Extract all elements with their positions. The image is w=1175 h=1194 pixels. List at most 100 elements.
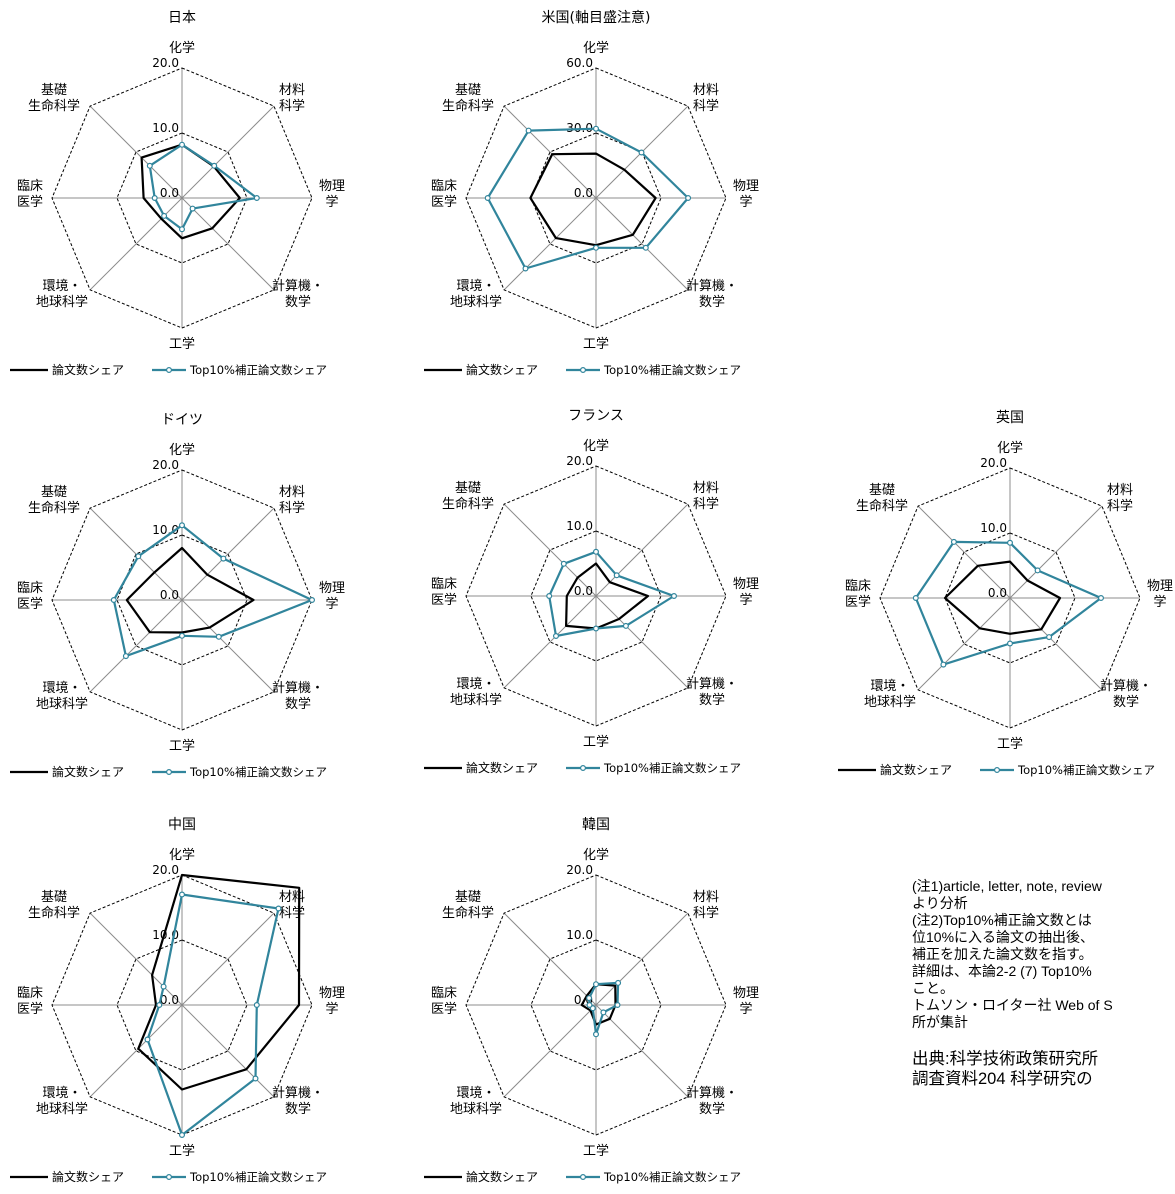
- axis-spoke: [181, 599, 275, 693]
- series-point: [1097, 594, 1104, 601]
- axis-spoke: [595, 197, 689, 291]
- grid-ring: [530, 530, 662, 662]
- grid-ring: [879, 467, 1141, 729]
- legend-marker: [166, 1173, 173, 1180]
- series-point: [525, 127, 532, 134]
- axis-spoke: [917, 505, 1011, 599]
- series-point: [110, 596, 117, 603]
- series-line-paper-share: [580, 983, 617, 1026]
- axis-spoke: [181, 105, 275, 199]
- axis-spoke: [595, 503, 689, 597]
- series-line-paper-share: [529, 152, 657, 247]
- axis-label: 工学: [583, 734, 609, 750]
- axis-spoke: [1009, 505, 1103, 599]
- axis-label: 材料科学: [279, 485, 305, 516]
- axis-label: 化学: [169, 847, 195, 863]
- chart-title: 英国: [996, 409, 1024, 426]
- series-line-paper-share: [943, 560, 1062, 635]
- tick-label: 60.0: [566, 56, 593, 70]
- note-line: 位10%に入る論文の抽出後、: [912, 929, 1095, 945]
- legend-label: Top10%補正論文数シェア: [603, 363, 741, 377]
- legend-marker: [579, 1173, 586, 1180]
- grid-ring: [51, 67, 313, 329]
- axis-label: 材料科学: [693, 83, 719, 114]
- series-point: [560, 560, 567, 567]
- axis-label: 計算機・数学: [686, 1085, 738, 1117]
- tick-label: 0.0: [160, 186, 179, 200]
- series-point: [592, 981, 599, 988]
- axis-label: 材料科学: [693, 890, 719, 921]
- note-line: 補正を加えた論文数を指す。: [912, 946, 1093, 962]
- axis-spoke: [595, 595, 689, 689]
- chart-title: 日本: [168, 10, 196, 26]
- series-point: [586, 995, 593, 1002]
- series-point: [670, 592, 677, 599]
- note-line: (注2)Top10%補正論文数とは: [912, 912, 1092, 928]
- axis-spoke: [181, 197, 275, 291]
- series-point: [161, 212, 168, 219]
- axis-spoke: [89, 912, 183, 1006]
- axis-label: 物理学: [319, 179, 345, 210]
- axis-label: 材料科学: [279, 890, 305, 921]
- series-point: [950, 538, 957, 545]
- axis-spoke: [89, 1004, 183, 1098]
- tick-label: 10.0: [152, 121, 179, 135]
- grid-ring: [465, 67, 727, 329]
- series-point: [189, 205, 196, 212]
- series-point: [252, 1075, 259, 1082]
- axis-label: 材料科学: [693, 481, 719, 512]
- tick-label: 10.0: [566, 519, 593, 533]
- axis-label: 工学: [583, 1143, 609, 1159]
- axis-label: 基礎生命科学: [442, 890, 494, 921]
- axis-label: 化学: [997, 440, 1023, 456]
- tick-label: 30.0: [566, 121, 593, 135]
- axis-label: 工学: [169, 336, 195, 352]
- series-point: [592, 548, 599, 555]
- grid-ring: [465, 874, 727, 1136]
- tick-label: 20.0: [566, 454, 593, 468]
- series-point: [1046, 634, 1053, 641]
- series-point: [179, 141, 186, 148]
- axis-label: 計算機・数学: [272, 278, 324, 310]
- series-point: [1006, 539, 1013, 546]
- series-point: [156, 1001, 163, 1008]
- axis-spoke: [503, 912, 597, 1006]
- grid-ring: [530, 939, 662, 1071]
- tick-label: 20.0: [152, 863, 179, 877]
- series-point: [220, 555, 227, 562]
- axis-label: 化学: [169, 40, 195, 56]
- axis-spoke: [595, 1004, 689, 1098]
- series-point: [912, 594, 919, 601]
- source-citation: 出典:科学技術政策研究所 調査資料204 科学研究の: [912, 1049, 1175, 1089]
- grid-ring: [530, 132, 662, 264]
- axis-spoke: [89, 599, 183, 693]
- radar-chart-6: 中国0.010.020.0化学材料科学物理学計算機・数学工学環境・地球科学臨床医…: [10, 817, 345, 1184]
- legend-label: Top10%補正論文数シェア: [189, 765, 327, 779]
- axis-label: 工学: [169, 738, 195, 754]
- tick-label: 0.0: [574, 186, 593, 200]
- axis-label: 環境・地球科学: [450, 677, 502, 708]
- axis-label: 計算機・数学: [686, 278, 738, 310]
- grid-ring: [944, 532, 1076, 664]
- axis-label: 化学: [169, 442, 195, 458]
- axis-spoke: [181, 912, 275, 1006]
- legend-label: 論文数シェア: [52, 362, 124, 377]
- tick-label: 10.0: [980, 521, 1007, 535]
- tick-label: 20.0: [566, 863, 593, 877]
- legend-marker: [166, 768, 173, 775]
- series-point: [179, 632, 186, 639]
- radar-chart-3: ドイツ0.010.020.0化学材料科学物理学計算機・数学工学環境・地球科学臨床…: [10, 412, 345, 779]
- axis-spoke: [89, 105, 183, 199]
- axis-label: 基礎生命科学: [442, 83, 494, 114]
- grid-ring: [116, 132, 248, 264]
- axis-label: 化学: [583, 847, 609, 863]
- axis-label: 計算機・数学: [272, 680, 324, 712]
- axis-label: 基礎生命科学: [442, 481, 494, 512]
- axis-label: 物理学: [733, 179, 759, 210]
- series-point: [160, 983, 167, 990]
- axis-label: 化学: [583, 40, 609, 56]
- axis-label: 材料科学: [1107, 483, 1133, 514]
- series-point: [638, 149, 645, 156]
- axis-label: 臨床医学: [431, 577, 457, 608]
